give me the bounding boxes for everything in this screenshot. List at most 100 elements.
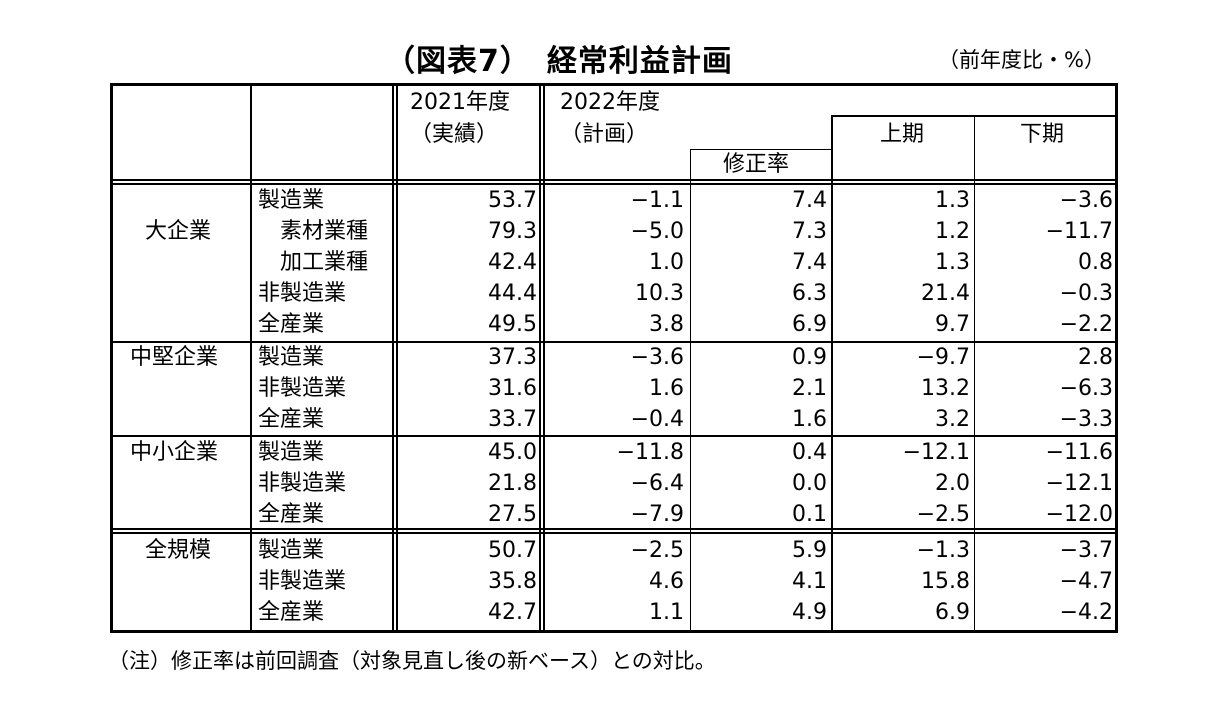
cell-fy2022: 4.6 [649,569,684,594]
cell-fy2021: 33.7 [488,407,537,432]
divider-fy2021-right [543,83,545,633]
group-midsize: 中堅企業 [130,345,219,370]
group-large: 大企業 [145,219,212,244]
header-fy2022-status: （計画） [560,122,649,147]
cell-fy2022: −11.8 [616,440,684,465]
cell-second-half: −11.6 [1045,440,1113,465]
cell-fy2021: 53.7 [488,188,537,213]
cell-revision: 4.9 [792,600,827,625]
header-revision: 修正率 [723,152,790,177]
group-separator-3a [110,528,1118,530]
cell-revision: 6.3 [792,281,827,306]
divider-fy2021-left [539,83,541,633]
cell-first-half: −1.3 [916,538,970,563]
group-separator-1 [110,341,1118,343]
cell-fy2022: −3.6 [630,345,684,370]
cell-revision: 0.4 [792,440,827,465]
footnote: （注）修正率は前回調査（対象見直し後の新ベース）との対比。 [108,649,716,673]
cell-second-half: −11.7 [1045,219,1113,244]
cell-first-half: −12.1 [902,440,970,465]
header-bottom-line-1 [110,179,1118,181]
header-fy2021-status: （実績） [410,122,499,147]
cell-fy2021: 50.7 [488,538,537,563]
header-half-line [831,115,1118,117]
cell-first-half: 9.7 [935,312,970,337]
cell-first-half: −2.5 [916,502,970,527]
divider-first-half [974,115,975,633]
cell-second-half: −12.0 [1045,502,1113,527]
cell-first-half: −9.7 [916,345,970,370]
divider-label-right [396,83,398,633]
row-label: 製造業 [258,345,325,370]
row-label: 素材業種 [258,219,369,244]
cell-revision: 0.1 [792,502,827,527]
cell-second-half: −0.3 [1059,281,1113,306]
cell-second-half: −2.2 [1059,312,1113,337]
cell-revision: 2.1 [792,376,827,401]
cell-revision: 4.1 [792,569,827,594]
header-fy2021-year: 2021年度 [410,90,510,115]
page-title: （図表7） 経常利益計画 [385,44,733,79]
cell-first-half: 13.2 [921,376,970,401]
cell-second-half: −6.3 [1059,376,1113,401]
cell-fy2021: 49.5 [488,312,537,337]
divider-fy2022 [690,149,691,633]
cell-fy2022: −7.9 [630,502,684,527]
cell-fy2022: 3.8 [649,312,684,337]
row-label: 全産業 [258,502,325,527]
cell-second-half: −4.2 [1059,600,1113,625]
header-second-half: 下期 [1020,122,1065,147]
cell-fy2022: 1.1 [649,600,684,625]
cell-first-half: 15.8 [921,569,970,594]
cell-fy2022: 10.3 [635,281,684,306]
cell-fy2022: −1.1 [630,188,684,213]
cell-fy2022: 1.6 [649,376,684,401]
header-fy2022-year: 2022年度 [560,90,660,115]
cell-revision: 7.4 [792,188,827,213]
cell-first-half: 1.2 [935,219,970,244]
cell-fy2022: 1.0 [649,250,684,275]
profit-plan-table: 2021年度 （実績） 2022年度 （計画） 修正率 上期 下期 大企業 中堅… [110,83,1118,633]
divider-label-left [392,83,394,633]
cell-first-half: 2.0 [935,471,970,496]
cell-fy2021: 37.3 [488,345,537,370]
cell-fy2021: 21.8 [488,471,537,496]
row-label: 全産業 [258,312,325,337]
cell-fy2021: 79.3 [488,219,537,244]
row-label: 加工業種 [258,250,369,275]
cell-revision: 0.0 [792,471,827,496]
group-separator-3b [110,532,1118,534]
cell-second-half: −3.3 [1059,407,1113,432]
group-separator-2 [110,435,1118,437]
table-frame [110,83,1118,633]
cell-fy2022: −5.0 [630,219,684,244]
cell-fy2021: 31.6 [488,376,537,401]
divider-revision [831,115,833,633]
cell-second-half: 2.8 [1078,345,1113,370]
cell-fy2022: −2.5 [630,538,684,563]
cell-revision: 5.9 [792,538,827,563]
cell-fy2021: 44.4 [488,281,537,306]
divider-group-label [250,83,252,633]
cell-first-half: 6.9 [935,600,970,625]
cell-second-half: −4.7 [1059,569,1113,594]
cell-fy2022: −0.4 [630,407,684,432]
row-label: 製造業 [258,440,325,465]
header-revision-line [690,149,832,150]
row-label: 製造業 [258,188,325,213]
group-small: 中小企業 [130,440,219,465]
row-label: 全産業 [258,600,325,625]
cell-fy2022: −6.4 [630,471,684,496]
unit-label: （前年度比・%） [938,48,1105,72]
cell-fy2021: 27.5 [488,502,537,527]
cell-revision: 6.9 [792,312,827,337]
row-label: 全産業 [258,407,325,432]
cell-first-half: 21.4 [921,281,970,306]
cell-second-half: −3.7 [1059,538,1113,563]
cell-revision: 1.6 [792,407,827,432]
row-label: 製造業 [258,538,325,563]
cell-fy2021: 35.8 [488,569,537,594]
group-all: 全規模 [145,538,212,563]
cell-fy2021: 45.0 [488,440,537,465]
cell-first-half: 1.3 [935,188,970,213]
